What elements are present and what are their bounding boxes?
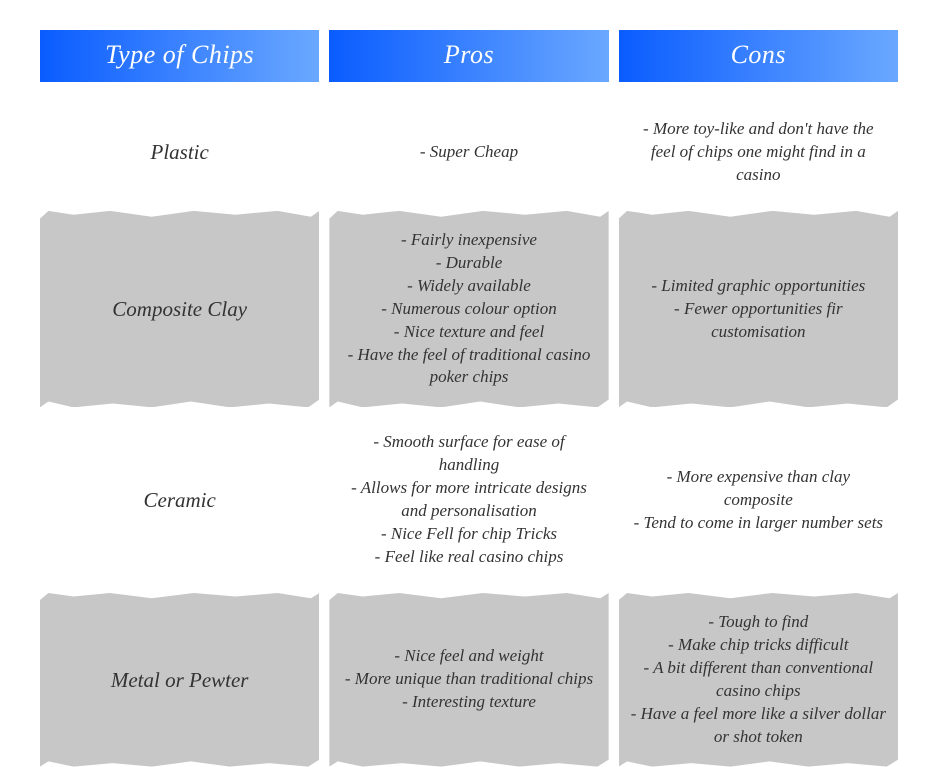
list-item: - Feel like real casino chips [375,546,564,569]
list-item: - Smooth surface for ease of handling [341,431,596,477]
cons-cell: - More toy-like and don't have the feel … [619,100,898,205]
table-row: Metal or Pewter - Nice feel and weight -… [40,593,898,767]
list-item: - Nice texture and feel [394,321,544,344]
list-item: - Make chip tricks difficult [668,634,848,657]
header-type: Type of Chips [40,30,319,82]
list-item: - Interesting texture [402,691,536,714]
list-item: - Have a feel more like a silver dollar … [631,703,886,749]
pros-cell: - Nice feel and weight - More unique tha… [329,593,608,767]
cons-cell: - Limited graphic opportunities - Fewer … [619,211,898,408]
header-cons: Cons [619,30,898,82]
cons-cell: - More expensive than clay composite - T… [619,413,898,587]
list-item: - Allows for more intricate designs and … [341,477,596,523]
type-cell: Metal or Pewter [40,593,319,767]
table-header-row: Type of Chips Pros Cons [40,30,898,82]
type-cell: Composite Clay [40,211,319,408]
list-item: - Super Cheap [420,141,518,164]
list-item: - Limited graphic opportunities [651,275,865,298]
header-pros: Pros [329,30,608,82]
list-item: - Tend to come in larger number sets [634,512,883,535]
pros-cell: - Fairly inexpensive - Durable - Widely … [329,211,608,408]
chips-comparison-table: Type of Chips Pros Cons Plastic - Super … [40,30,898,767]
list-item: - More unique than traditional chips [345,668,593,691]
list-item: - Durable [436,252,503,275]
table-row: Plastic - Super Cheap - More toy-like an… [40,100,898,205]
list-item: - Fewer opportunities fir customisation [631,298,886,344]
list-item: - Fairly inexpensive [401,229,537,252]
table-row: Ceramic - Smooth surface for ease of han… [40,413,898,587]
list-item: - Tough to find [708,611,808,634]
pros-cell: - Smooth surface for ease of handling - … [329,413,608,587]
pros-cell: - Super Cheap [329,100,608,205]
type-cell: Plastic [40,100,319,205]
cons-cell: - Tough to find - Make chip tricks diffi… [619,593,898,767]
list-item: - Numerous colour option [381,298,557,321]
type-cell: Ceramic [40,413,319,587]
list-item: - A bit different than conventional casi… [631,657,886,703]
list-item: - Nice feel and weight [394,645,543,668]
list-item: - Have the feel of traditional casino po… [341,344,596,390]
list-item: - Widely available [407,275,531,298]
list-item: - Nice Fell for chip Tricks [381,523,557,546]
list-item: - More expensive than clay composite [631,466,886,512]
list-item: - More toy-like and don't have the feel … [631,118,886,187]
table-row: Composite Clay - Fairly inexpensive - Du… [40,211,898,408]
